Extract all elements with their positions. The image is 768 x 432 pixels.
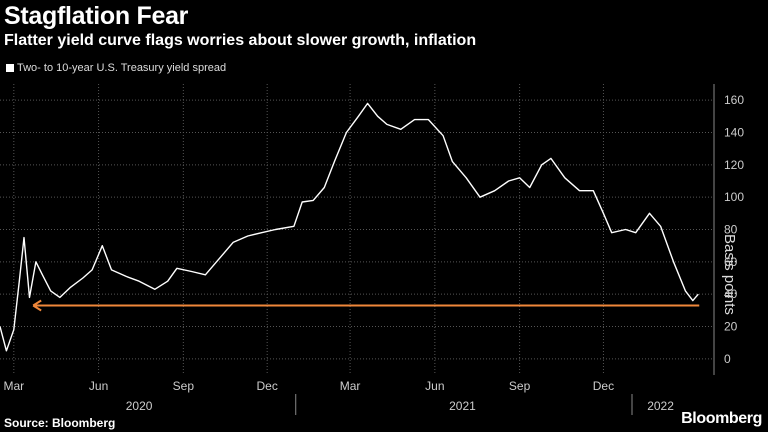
year-label: 2022 (647, 399, 674, 413)
year-label: 2021 (449, 399, 476, 413)
annotation-arrow-head (32, 299, 42, 312)
y-tick-label: 120 (724, 158, 744, 172)
legend-label: Two- to 10-year U.S. Treasury yield spre… (17, 62, 227, 74)
y-tick-label: 80 (724, 223, 738, 237)
y-tick-label: 60 (724, 255, 738, 269)
x-tick-label: Dec (257, 379, 278, 393)
x-tick-label: Dec (593, 379, 614, 393)
chart-title: Stagflation Fear (4, 2, 189, 30)
x-tick-label: Mar (340, 379, 361, 393)
y-tick-label: 40 (724, 287, 738, 301)
legend: Two- to 10-year U.S. Treasury yield spre… (6, 62, 226, 74)
x-tick-label: Jun (89, 379, 108, 393)
brand-logo: Bloomberg (681, 410, 762, 427)
x-tick-label: Mar (3, 379, 24, 393)
legend-swatch (6, 64, 14, 72)
x-tick-label: Jun (425, 379, 444, 393)
y-tick-label: 20 (724, 320, 738, 334)
chart-subtitle: Flatter yield curve flags worries about … (4, 32, 477, 49)
y-tick-label: 0 (724, 352, 731, 366)
x-tick-label: Sep (173, 379, 195, 393)
source-note: Source: Bloomberg (4, 416, 116, 430)
x-tick-label: Sep (509, 379, 531, 393)
y-tick-label: 160 (724, 93, 744, 107)
year-label: 2020 (126, 399, 153, 413)
y-tick-label: 100 (724, 190, 744, 204)
y-tick-label: 140 (724, 126, 744, 140)
series-line (0, 102, 699, 352)
